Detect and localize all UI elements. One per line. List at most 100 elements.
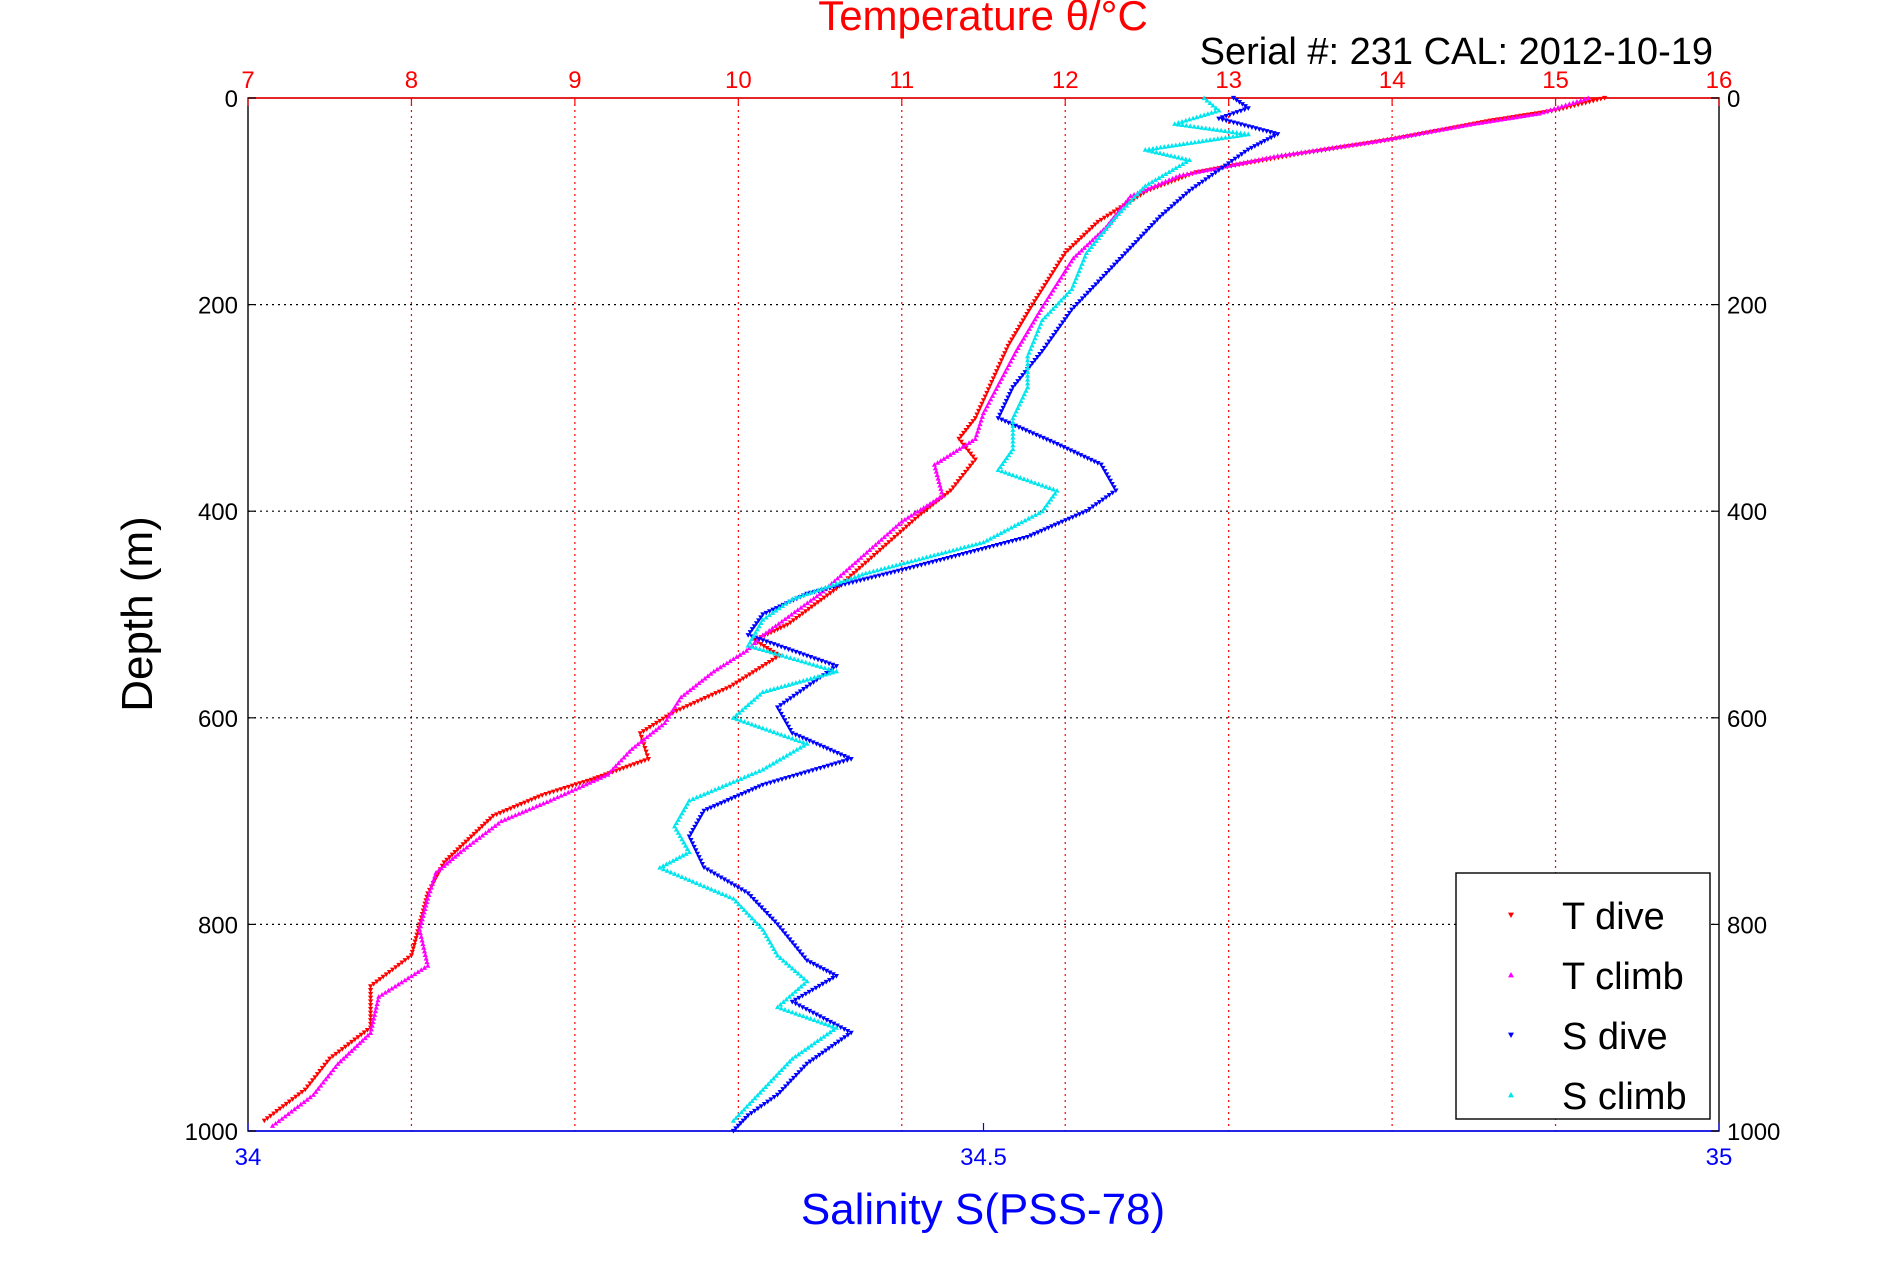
- data-point: [1263, 155, 1269, 161]
- data-point: [1501, 116, 1508, 122]
- data-point: [367, 991, 374, 997]
- data-point: [931, 552, 937, 558]
- data-point: [762, 930, 768, 935]
- data-point: [853, 579, 860, 585]
- data-point: [1136, 237, 1142, 242]
- data-point: [789, 940, 795, 946]
- data-point: [330, 1067, 336, 1073]
- data-point: [399, 979, 405, 985]
- data-point: [411, 942, 417, 948]
- data-point: [695, 818, 702, 824]
- data-point: [800, 743, 807, 748]
- data-point: [1036, 324, 1042, 330]
- data-point: [923, 554, 930, 560]
- data-point: [1173, 142, 1179, 148]
- data-point: [1396, 134, 1402, 140]
- depth-tick-label-right: 800: [1727, 912, 1767, 939]
- data-point: [753, 621, 760, 626]
- grid-lines: [248, 98, 1719, 1131]
- data-point: [1235, 154, 1242, 160]
- data-point: [1176, 121, 1182, 127]
- data-point: [826, 1046, 832, 1051]
- data-point: [357, 1040, 363, 1046]
- data-point: [816, 983, 823, 989]
- data-point: [1191, 123, 1197, 129]
- data-point: [291, 1106, 298, 1112]
- data-point: [1119, 254, 1126, 259]
- data-point: [760, 782, 766, 788]
- data-point: [277, 1106, 283, 1112]
- data-point: [1050, 440, 1057, 446]
- data-point: [785, 1081, 791, 1087]
- data-point: [691, 700, 698, 706]
- data-point: [367, 999, 374, 1005]
- data-point: [867, 569, 873, 575]
- data-point: [336, 1049, 342, 1055]
- data-point: [850, 580, 856, 585]
- data-point: [1013, 348, 1019, 354]
- data-point: [501, 809, 507, 815]
- data-point: [1230, 111, 1237, 117]
- data-point: [743, 648, 750, 653]
- data-point: [1205, 111, 1211, 116]
- data-point: [1042, 314, 1048, 320]
- temperature-tick-label: 10: [725, 67, 752, 94]
- data-point: [978, 417, 984, 423]
- data-point: [310, 1092, 316, 1097]
- data-point: [832, 1041, 838, 1047]
- data-point: [827, 1029, 833, 1035]
- data-point: [684, 704, 690, 709]
- data-point: [803, 991, 809, 997]
- data-point: [1015, 345, 1021, 350]
- data-point: [955, 479, 961, 484]
- data-point: [1377, 138, 1383, 143]
- data-point: [1020, 394, 1026, 400]
- data-point: [749, 627, 755, 632]
- data-point: [738, 1109, 745, 1115]
- data-point: [865, 558, 872, 563]
- data-point: [1012, 423, 1019, 429]
- data-point: [584, 778, 591, 784]
- data-point: [888, 570, 894, 576]
- data-point: [1044, 437, 1050, 443]
- data-point: [742, 790, 749, 796]
- data-point: [1074, 451, 1081, 457]
- data-point: [683, 804, 689, 809]
- data-point: [274, 1109, 280, 1114]
- data-point: [1144, 228, 1150, 234]
- data-point: [662, 720, 668, 726]
- data-point: [992, 372, 998, 378]
- data-point: [770, 760, 776, 766]
- data-point: [935, 460, 941, 465]
- data-point: [763, 614, 769, 620]
- data-point: [1025, 380, 1031, 386]
- data-point: [994, 532, 1000, 537]
- data-point: [408, 953, 415, 958]
- data-point: [804, 1014, 810, 1020]
- data-point: [1008, 388, 1014, 394]
- data-point: [815, 600, 821, 605]
- depth-tick-label-left: 600: [198, 706, 238, 733]
- data-point: [601, 773, 607, 779]
- data-point: [1090, 285, 1096, 290]
- data-point: [1193, 184, 1199, 189]
- data-point: [760, 664, 766, 669]
- data-point: [824, 593, 830, 599]
- data-point: [818, 597, 824, 603]
- data-point: [815, 657, 821, 663]
- data-point: [1163, 171, 1169, 176]
- data-point: [845, 1028, 851, 1034]
- data-point: [1210, 102, 1216, 108]
- data-point: [838, 752, 844, 758]
- data-point: [525, 799, 531, 804]
- data-point: [419, 916, 425, 922]
- data-point: [1060, 271, 1066, 277]
- data-point: [950, 547, 956, 553]
- data-point: [1439, 126, 1446, 132]
- data-point: [752, 629, 759, 635]
- data-point: [741, 719, 748, 724]
- data-point: [1016, 401, 1023, 407]
- data-point: [763, 726, 770, 732]
- data-point: [958, 439, 964, 445]
- data-point: [819, 1019, 825, 1025]
